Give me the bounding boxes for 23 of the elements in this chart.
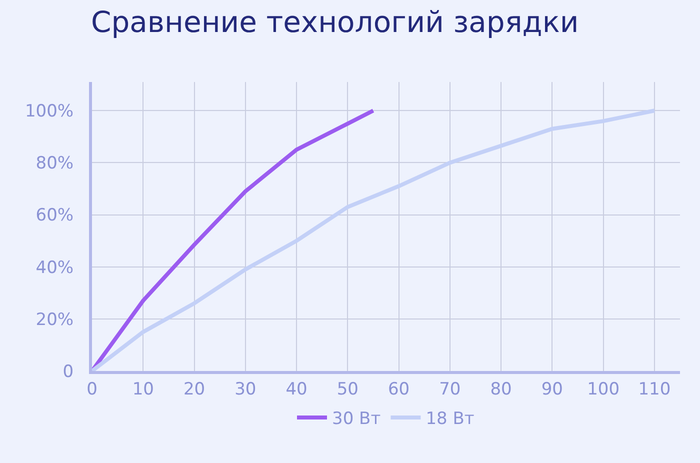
line-series bbox=[92, 108, 656, 371]
x-tick-label: 40 bbox=[286, 379, 308, 400]
x-tick-label: 70 bbox=[439, 379, 461, 400]
y-tick-label: 0 bbox=[62, 362, 74, 382]
y-tick-label: 20% bbox=[36, 310, 74, 330]
x-tick-label: 0 bbox=[86, 379, 98, 400]
x-tick-label: 90 bbox=[541, 379, 563, 400]
x-tick-label: 80 bbox=[490, 379, 512, 400]
line-series bbox=[92, 108, 376, 371]
chart-title: Сравнение технологий зарядки bbox=[91, 4, 579, 39]
legend-label: 30 Вт bbox=[332, 409, 381, 430]
x-tick-label: 100 bbox=[587, 379, 620, 400]
legend-label: 18 Вт bbox=[426, 409, 474, 430]
x-tick-label: 30 bbox=[234, 379, 256, 400]
y-tick-label: 80% bbox=[36, 154, 74, 174]
x-tick-label: 110 bbox=[638, 379, 671, 400]
x-tick-label: 20 bbox=[183, 379, 206, 400]
y-tick-label: 40% bbox=[36, 258, 74, 278]
x-tick-label: 50 bbox=[336, 379, 358, 400]
y-tick-label: 60% bbox=[36, 206, 74, 226]
x-tick-label: 10 bbox=[132, 379, 154, 400]
y-tick-label: 100% bbox=[24, 102, 74, 122]
x-tick-label: 60 bbox=[388, 379, 410, 400]
